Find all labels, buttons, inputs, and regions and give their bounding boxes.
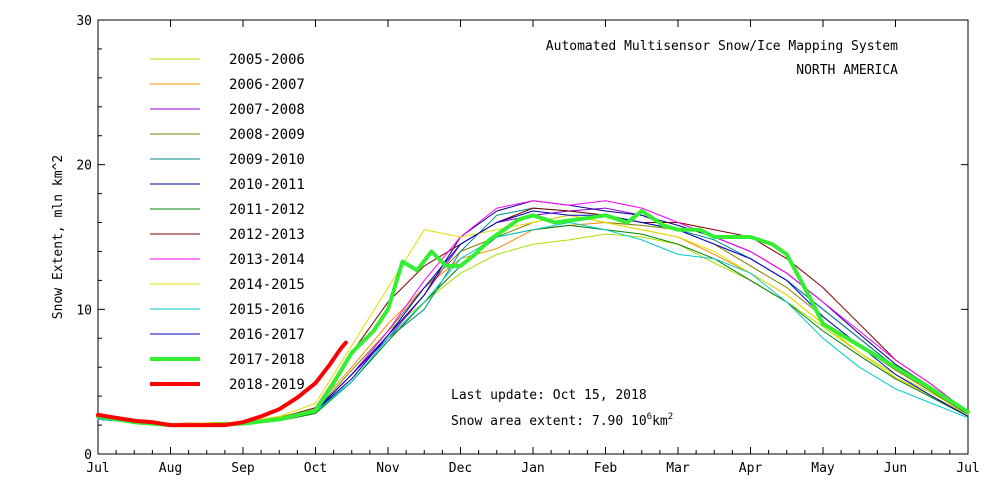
series-lines <box>96 200 970 428</box>
series-line-2011-2012 <box>97 224 969 425</box>
extent-sup-6: 6 <box>647 412 652 422</box>
y-tick-label: 20 <box>76 159 92 174</box>
legend-label-2015-2016: 2015-2016 <box>229 302 305 318</box>
legend-label-2018-2019: 2018-2019 <box>229 377 305 393</box>
x-tick-label: Apr <box>739 461 763 476</box>
legend-label-2008-2009: 2008-2009 <box>229 127 305 143</box>
y-tick-label: 30 <box>76 14 92 29</box>
x-tick-label: Jun <box>884 461 907 476</box>
legend-label-2014-2015: 2014-2015 <box>229 277 305 293</box>
chart-title: Automated Multisensor Snow/Ice Mapping S… <box>546 39 898 54</box>
x-tick-label: Sep <box>231 461 255 476</box>
legend-label-2012-2013: 2012-2013 <box>229 227 305 243</box>
series-line-2012-2013 <box>97 207 969 425</box>
series-line-2018-2019 <box>96 340 348 428</box>
x-tick-label: Jan <box>521 461 544 476</box>
y-tick-label: 10 <box>76 303 92 318</box>
legend-label-2011-2012: 2011-2012 <box>229 202 305 218</box>
y-axis-title: Snow Extent, mln km^2 <box>51 155 66 319</box>
x-tick-label: Nov <box>376 461 400 476</box>
x-tick-label: Oct <box>304 461 327 476</box>
last-update-text: Last update: Oct 15, 2018 <box>451 388 647 403</box>
legend-label-2009-2010: 2009-2010 <box>229 152 305 168</box>
axis-ticks: 0 10 20 30 Jul Aug Sep Oct Nov Dec Jan Feb Mar Apr May… <box>76 14 979 476</box>
legend-label-2017-2018: 2017-2018 <box>229 352 305 368</box>
x-tick-label: Aug <box>159 461 182 476</box>
extent-unit: km <box>652 414 668 429</box>
x-tick-label: Jul <box>956 461 979 476</box>
legend-label-2010-2011: 2010-2011 <box>229 177 305 193</box>
extent-value: Snow area extent: 7.90 10 <box>451 414 647 429</box>
x-tick-label: May <box>811 461 835 476</box>
x-tick-label: Feb <box>594 461 618 476</box>
legend-label-2016-2017: 2016-2017 <box>229 327 305 343</box>
x-tick-label: Dec <box>449 461 472 476</box>
legend-label-2013-2014: 2013-2014 <box>229 252 305 268</box>
snow-area-extent-text: Snow area extent: 7.90 106km2 <box>451 412 673 429</box>
extent-sup-2: 2 <box>668 412 673 422</box>
x-tick-label: Mar <box>666 461 690 476</box>
series-line-2017-2018 <box>96 209 970 428</box>
chart-subtitle: NORTH AMERICA <box>796 63 898 78</box>
legend: 2005-2006 2006-2007 2007-2008 2008-2009 2009… <box>150 52 305 393</box>
legend-label-2005-2006: 2005-2006 <box>229 52 305 68</box>
y-tick-label: 0 <box>84 448 92 463</box>
legend-label-2006-2007: 2006-2007 <box>229 77 305 93</box>
legend-label-2007-2008: 2007-2008 <box>229 102 305 118</box>
x-tick-label: Jul <box>86 461 109 476</box>
